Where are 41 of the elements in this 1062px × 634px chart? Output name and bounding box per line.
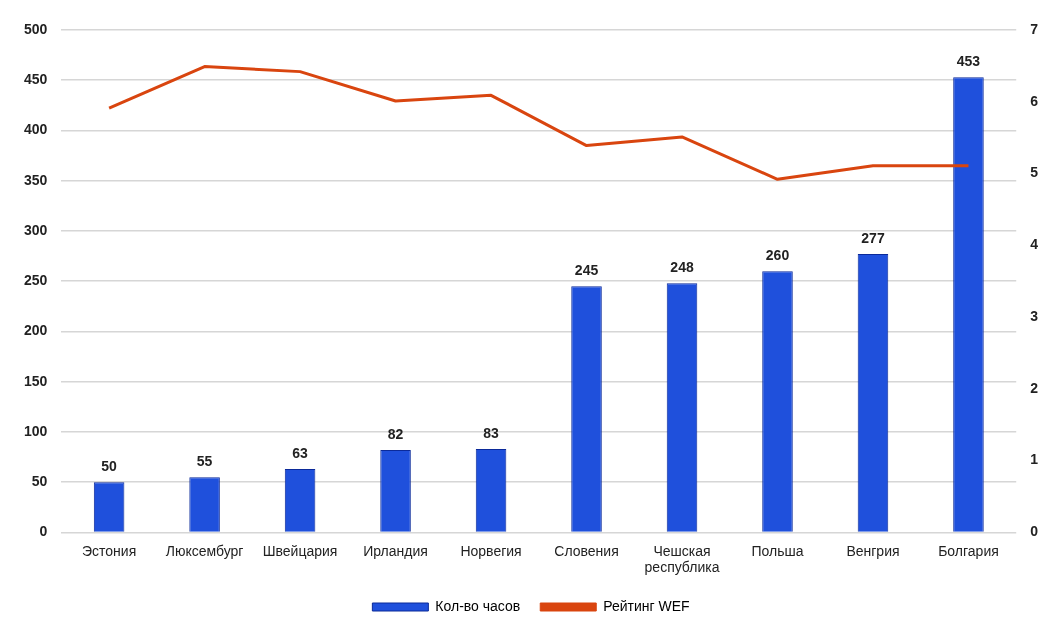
y-tick-label: 150 xyxy=(24,372,48,389)
x-tick-label: Словения xyxy=(554,542,619,559)
y2-tick-label: 0 xyxy=(1030,523,1039,540)
y-tick-label: 450 xyxy=(24,71,48,88)
x-tick-label: Болгария xyxy=(938,542,999,559)
y-tick-label: 500 xyxy=(24,20,48,37)
data-label: 248 xyxy=(670,259,694,276)
data-label: 63 xyxy=(292,444,309,461)
data-label: 260 xyxy=(765,247,790,264)
x-tick-label: Люксембург xyxy=(165,542,244,559)
y-tick-label: 400 xyxy=(24,121,48,138)
y-tick-label: 50 xyxy=(31,473,48,490)
y-tick-label: 0 xyxy=(39,523,48,540)
data-label: 50 xyxy=(101,458,118,475)
x-tick-label: Чешская республика xyxy=(644,542,720,576)
data-label: 245 xyxy=(574,262,599,279)
y2-tick-label: 7 xyxy=(1030,20,1039,37)
y2-tick-label: 2 xyxy=(1030,379,1039,396)
x-tick-label: Польша xyxy=(751,542,804,559)
data-label: 55 xyxy=(196,453,213,469)
y-tick-label: 250 xyxy=(24,272,48,289)
data-label: 453 xyxy=(956,53,981,70)
y2-tick-label: 3 xyxy=(1030,307,1039,324)
y2-tick-label: 5 xyxy=(1030,164,1039,181)
y-tick-label: 350 xyxy=(24,171,48,188)
data-label: 83 xyxy=(483,424,500,441)
y-tick-label: 300 xyxy=(24,221,48,238)
x-tick-label: Швейцария xyxy=(262,542,338,559)
x-tick-label: Ирландия xyxy=(363,542,428,559)
y2-tick-label: 6 xyxy=(1030,92,1039,109)
y2-tick-label: 4 xyxy=(1030,236,1039,253)
x-tick-label: Норвегия xyxy=(460,542,522,559)
legend-label: Кол-во часов xyxy=(435,597,521,614)
y2-tick-label: 1 xyxy=(1030,451,1039,468)
y-tick-label: 200 xyxy=(24,322,48,339)
y-tick-label: 100 xyxy=(24,422,48,439)
data-label: 82 xyxy=(387,425,404,442)
data-label: 277 xyxy=(861,229,885,246)
x-tick-label: Венгрия xyxy=(846,542,900,559)
legend-label: Рейтинг WEF xyxy=(603,597,690,614)
x-tick-label: Эстония xyxy=(81,542,137,559)
